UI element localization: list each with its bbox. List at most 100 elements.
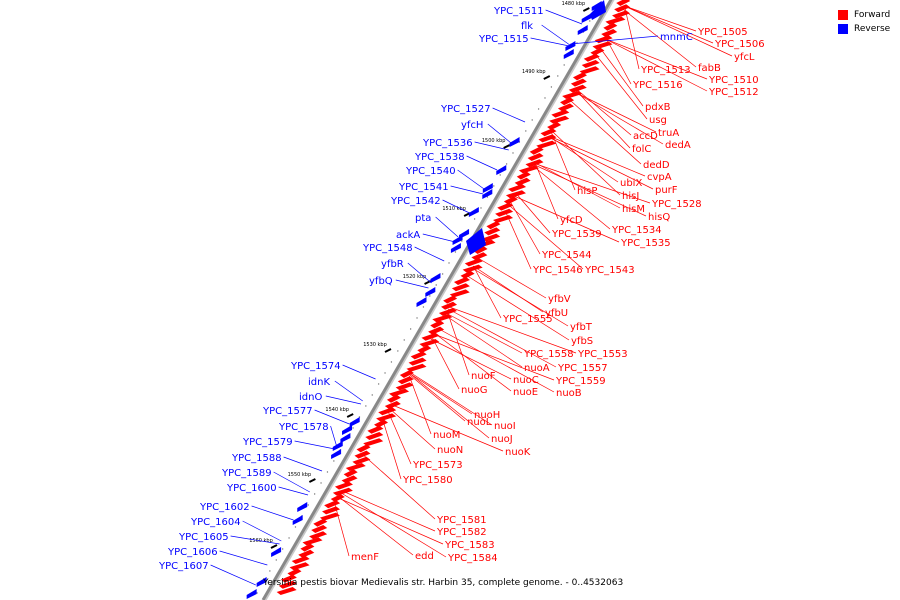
track-dot bbox=[275, 559, 277, 561]
reverse-gene-arrow bbox=[509, 137, 520, 147]
track-dot bbox=[531, 119, 533, 121]
forward-gene-arrow bbox=[356, 444, 371, 453]
forward-gene-arrow bbox=[612, 10, 631, 19]
forward-gene-arrow bbox=[443, 295, 458, 304]
track-dot bbox=[435, 284, 437, 286]
forward-leader-line bbox=[408, 375, 432, 435]
tick-mark bbox=[582, 7, 590, 12]
track-dot bbox=[525, 130, 527, 132]
reverse-gene-label: YPC_1548 bbox=[362, 243, 413, 254]
forward-gene-arrow bbox=[276, 587, 297, 595]
reverse-leader-line bbox=[414, 246, 445, 262]
forward-gene-arrow bbox=[406, 363, 427, 372]
forward-gene-label: menF bbox=[351, 552, 379, 563]
forward-gene-arrow bbox=[300, 543, 315, 552]
backbone bbox=[261, 0, 613, 600]
forward-leader-line bbox=[569, 99, 642, 165]
forward-leader-line bbox=[531, 164, 611, 230]
track-dot bbox=[416, 317, 418, 319]
forward-leader-line bbox=[533, 162, 651, 204]
forward-gene-arrow bbox=[309, 531, 328, 540]
reverse-gene-arrow bbox=[331, 449, 342, 459]
forward-gene-arrow bbox=[540, 128, 557, 137]
forward-leader-line bbox=[433, 333, 555, 381]
forward-gene-label: YPC_1584 bbox=[447, 553, 498, 564]
forward-leader-line bbox=[434, 332, 512, 392]
tick-mark bbox=[308, 478, 316, 483]
reverse-gene-arrow bbox=[577, 25, 588, 35]
track-dot bbox=[377, 383, 380, 385]
forward-leader-line bbox=[410, 373, 473, 415]
forward-gene-label: nuoJ bbox=[491, 434, 513, 445]
legend-reverse: Reverse bbox=[838, 22, 890, 36]
forward-gene-arrow bbox=[583, 53, 600, 62]
forward-gene-label: ubiX bbox=[620, 178, 642, 189]
forward-leader-line bbox=[605, 37, 632, 85]
reverse-leader-line bbox=[530, 37, 570, 47]
genome-caption: Yersinia pestis biovar Medievalis str. H… bbox=[263, 578, 624, 588]
forward-gene-arrow bbox=[497, 202, 514, 211]
forward-gene-label: yfbT bbox=[570, 322, 593, 333]
track-dot bbox=[371, 394, 373, 396]
track-dot bbox=[493, 185, 495, 187]
forward-leader-line bbox=[515, 192, 551, 234]
forward-gene-arrow bbox=[471, 252, 488, 261]
forward-gene-label: hisP bbox=[577, 186, 597, 197]
forward-gene-label: hisQ bbox=[648, 212, 670, 223]
track-dot bbox=[461, 240, 463, 242]
reverse-gene-arrow bbox=[563, 49, 574, 59]
tick-label: 1540 kbp bbox=[325, 407, 349, 413]
forward-gene-arrow bbox=[280, 574, 297, 583]
forward-leader-line bbox=[595, 54, 648, 120]
reverse-gene-block bbox=[590, 0, 606, 20]
reverse-gene-label: ackA bbox=[396, 230, 420, 241]
forward-gene-arrow bbox=[408, 357, 427, 366]
forward-gene-arrow bbox=[319, 512, 340, 521]
reverse-gene-arrow bbox=[591, 1, 602, 11]
track-dot bbox=[390, 361, 393, 363]
forward-gene-label: YPC_1513 bbox=[640, 65, 691, 76]
forward-leader-line bbox=[338, 496, 414, 556]
forward-gene-arrow bbox=[322, 506, 341, 515]
track-dot bbox=[397, 350, 399, 352]
forward-gene-arrow bbox=[367, 425, 384, 434]
reverse-gene-arrow bbox=[496, 165, 507, 175]
forward-leader-line bbox=[574, 91, 664, 145]
reverse-gene-label: YPC_1536 bbox=[422, 138, 473, 149]
reverse-gene-label: YPC_1577 bbox=[262, 406, 313, 417]
forward-leader-line bbox=[363, 454, 436, 520]
forward-gene-arrow bbox=[378, 407, 397, 416]
forward-gene-arrow bbox=[451, 283, 470, 292]
reverse-gene-label: YPC_1511 bbox=[493, 6, 544, 17]
track-dot bbox=[352, 427, 354, 429]
reverse-gene-label: YPC_1574 bbox=[290, 361, 341, 372]
tick-label: 1490 kbp bbox=[522, 69, 546, 75]
forward-gene-arrow bbox=[374, 419, 389, 428]
forward-gene-label: yfcD bbox=[560, 215, 583, 226]
reverse-leader-line bbox=[210, 564, 256, 586]
reverse-leader-line bbox=[334, 380, 363, 402]
forward-gene-label: yfbS bbox=[571, 336, 593, 347]
forward-leader-line bbox=[548, 135, 646, 177]
forward-gene-label: yfcL bbox=[734, 52, 755, 63]
forward-gene-arrow bbox=[603, 22, 618, 31]
forward-gene-arrow bbox=[386, 394, 401, 403]
forward-leader-line bbox=[341, 492, 447, 558]
forward-leader-line bbox=[444, 314, 523, 368]
reverse-gene-label: YPC_1538 bbox=[414, 152, 465, 163]
track-dot bbox=[333, 460, 335, 462]
forward-gene-arrow bbox=[441, 301, 458, 310]
track-dot bbox=[288, 537, 290, 539]
reverse-gene-label: flk bbox=[521, 21, 533, 32]
forward-leader-line bbox=[548, 136, 654, 190]
forward-gene-arrow bbox=[352, 456, 371, 465]
forward-leader-line bbox=[532, 163, 647, 217]
forward-gene-arrow bbox=[345, 463, 366, 471]
forward-leader-line bbox=[513, 195, 620, 243]
forward-swatch bbox=[838, 10, 848, 20]
track-dot bbox=[454, 251, 457, 253]
forward-leader-line bbox=[473, 265, 544, 313]
track-dot bbox=[499, 174, 501, 176]
reverse-leader-line bbox=[457, 169, 486, 191]
forward-gene-arrow bbox=[421, 332, 440, 341]
